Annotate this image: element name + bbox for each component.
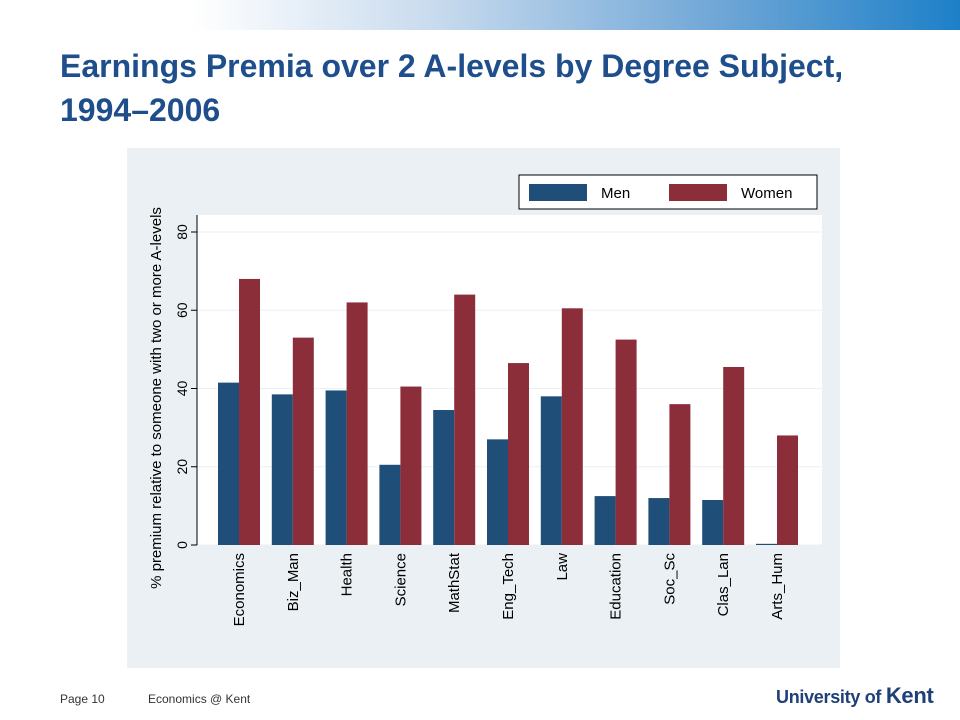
legend-swatch-men [529,184,587,201]
footer-department: Economics @ Kent [148,692,251,706]
bar-men [433,410,455,545]
x-tick-label: Economics [231,553,248,626]
x-tick-label: Science [392,553,409,606]
footer-page-number: Page 10 [60,692,105,706]
x-tick-label: Biz_Man [285,553,302,611]
x-tick-label: Soc_Sc [661,553,678,605]
bar-men [325,390,347,545]
logo-name: Kent [885,683,934,708]
x-tick-label: Arts_Hum [769,553,786,620]
bar-men [756,543,777,545]
y-tick-label: 20 [174,459,190,475]
bar-women [615,339,637,545]
slide-title: Earnings Premia over 2 A-levels by Degre… [60,48,844,128]
chart-panel: 0 20 40 60 80 % premium relative to someone w… [127,148,840,668]
bar-men [594,496,616,545]
bar-women [400,386,422,545]
legend-label-women: Women [741,185,792,202]
bar-women [723,366,745,545]
y-axis-label: % premium relative to someone with two o… [148,207,165,589]
header-gradient-band [0,0,960,30]
logo-prefix: University of [776,687,886,707]
legend-swatch-women [669,184,727,201]
bar-women [346,302,368,545]
x-tick-label: Eng_Tech [500,553,517,620]
bar-women [239,278,260,545]
x-tick-label: Clas_Lan [715,553,732,616]
bar-women [561,308,583,545]
bar-men [271,394,293,545]
y-tick-label: 80 [174,224,190,240]
bar-women [292,337,314,545]
y-tick-label: 0 [174,541,190,549]
x-tick-label: Law [554,553,571,581]
x-tick-label: MathStat [446,552,463,613]
bar-women [669,404,691,545]
x-tick-label: Education [608,553,625,620]
x-tick-label: Health [339,553,356,596]
bar-men [540,396,562,545]
university-logo: University of Kent [776,683,934,709]
bar-men [218,382,239,545]
bar-men [648,498,670,545]
bar-women [777,435,798,545]
legend-label-men: Men [601,185,630,202]
bar-men [379,464,401,545]
bar-women [508,363,529,545]
y-tick-label: 40 [174,381,190,397]
bar-chart: 0 20 40 60 80 % premium relative to someone w… [148,174,822,626]
bar-women [454,294,476,545]
y-tick-label: 60 [174,302,190,318]
bar-men [702,500,724,545]
bar-men [487,439,508,545]
